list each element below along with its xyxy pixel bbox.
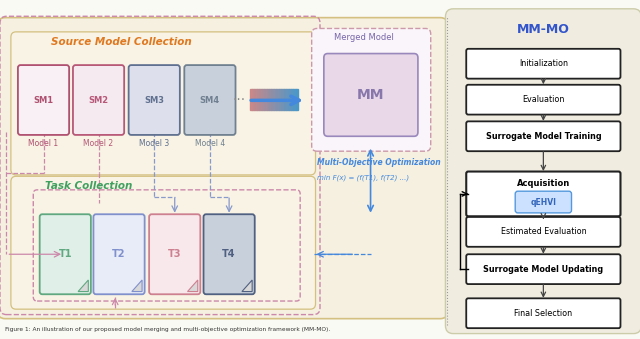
Text: Figure 1: An illustration of our proposed model merging and multi-objective opti: Figure 1: An illustration of our propose… — [5, 327, 330, 332]
Bar — [289, 89, 291, 110]
Text: SM2: SM2 — [88, 96, 109, 105]
FancyBboxPatch shape — [11, 176, 316, 309]
Text: T1: T1 — [58, 249, 72, 259]
Bar — [291, 89, 293, 110]
FancyBboxPatch shape — [129, 65, 180, 135]
Bar — [269, 89, 271, 110]
Bar — [257, 89, 259, 110]
Text: Model 2: Model 2 — [83, 139, 114, 148]
Text: Task Collection: Task Collection — [45, 181, 132, 191]
FancyBboxPatch shape — [466, 217, 621, 247]
FancyBboxPatch shape — [149, 214, 200, 294]
Text: Acquisition: Acquisition — [516, 179, 570, 187]
Bar — [255, 89, 257, 110]
FancyBboxPatch shape — [93, 214, 145, 294]
Text: SM1: SM1 — [33, 96, 54, 105]
FancyBboxPatch shape — [18, 65, 69, 135]
Text: T3: T3 — [168, 249, 182, 259]
Text: Initialization: Initialization — [519, 59, 568, 68]
Bar — [276, 89, 279, 110]
Text: MM-MO: MM-MO — [517, 23, 570, 36]
Bar — [274, 89, 276, 110]
Bar — [296, 89, 298, 110]
Bar — [259, 89, 262, 110]
FancyBboxPatch shape — [11, 32, 316, 175]
Bar — [250, 89, 252, 110]
FancyBboxPatch shape — [204, 214, 255, 294]
Text: SM4: SM4 — [200, 96, 220, 105]
FancyBboxPatch shape — [445, 9, 640, 334]
Bar — [281, 89, 284, 110]
Bar — [264, 89, 267, 110]
Bar — [293, 89, 296, 110]
FancyBboxPatch shape — [466, 49, 621, 79]
Bar — [279, 89, 281, 110]
Polygon shape — [132, 280, 142, 292]
Bar — [267, 89, 269, 110]
Text: Surrogate Model Updating: Surrogate Model Updating — [483, 265, 604, 274]
FancyBboxPatch shape — [515, 191, 572, 213]
Text: Model 3: Model 3 — [139, 139, 170, 148]
FancyBboxPatch shape — [466, 121, 621, 151]
Text: T4: T4 — [222, 249, 236, 259]
FancyBboxPatch shape — [40, 214, 91, 294]
FancyBboxPatch shape — [324, 54, 418, 136]
Text: Surrogate Model Training: Surrogate Model Training — [486, 132, 601, 141]
FancyBboxPatch shape — [184, 65, 236, 135]
FancyBboxPatch shape — [312, 28, 431, 151]
FancyBboxPatch shape — [466, 298, 621, 328]
Polygon shape — [188, 280, 198, 292]
Text: Evaluation: Evaluation — [522, 95, 564, 104]
Text: Model 1: Model 1 — [28, 139, 59, 148]
Text: Final Selection: Final Selection — [515, 309, 572, 318]
Bar — [252, 89, 255, 110]
Text: SM3: SM3 — [144, 96, 164, 105]
Bar — [271, 89, 274, 110]
Text: min F(x) = (f(T1), f(T2) ...): min F(x) = (f(T1), f(T2) ...) — [317, 174, 409, 181]
FancyBboxPatch shape — [466, 85, 621, 115]
Bar — [284, 89, 286, 110]
Text: Estimated Evaluation: Estimated Evaluation — [500, 227, 586, 236]
Text: MM: MM — [357, 88, 384, 102]
Polygon shape — [78, 280, 88, 292]
Bar — [286, 89, 289, 110]
Text: Model 4: Model 4 — [195, 139, 225, 148]
Text: Multi-Objective Optimization: Multi-Objective Optimization — [317, 158, 440, 167]
Text: T2: T2 — [112, 249, 126, 259]
FancyBboxPatch shape — [466, 254, 621, 284]
Text: qEHVI: qEHVI — [531, 198, 556, 206]
Polygon shape — [242, 280, 252, 292]
Text: Merged Model: Merged Model — [334, 33, 394, 42]
Bar — [262, 89, 264, 110]
FancyBboxPatch shape — [73, 65, 124, 135]
FancyBboxPatch shape — [0, 18, 448, 319]
FancyBboxPatch shape — [466, 172, 621, 216]
Text: Source Model Collection: Source Model Collection — [51, 37, 192, 47]
Text: ···: ··· — [233, 93, 246, 107]
